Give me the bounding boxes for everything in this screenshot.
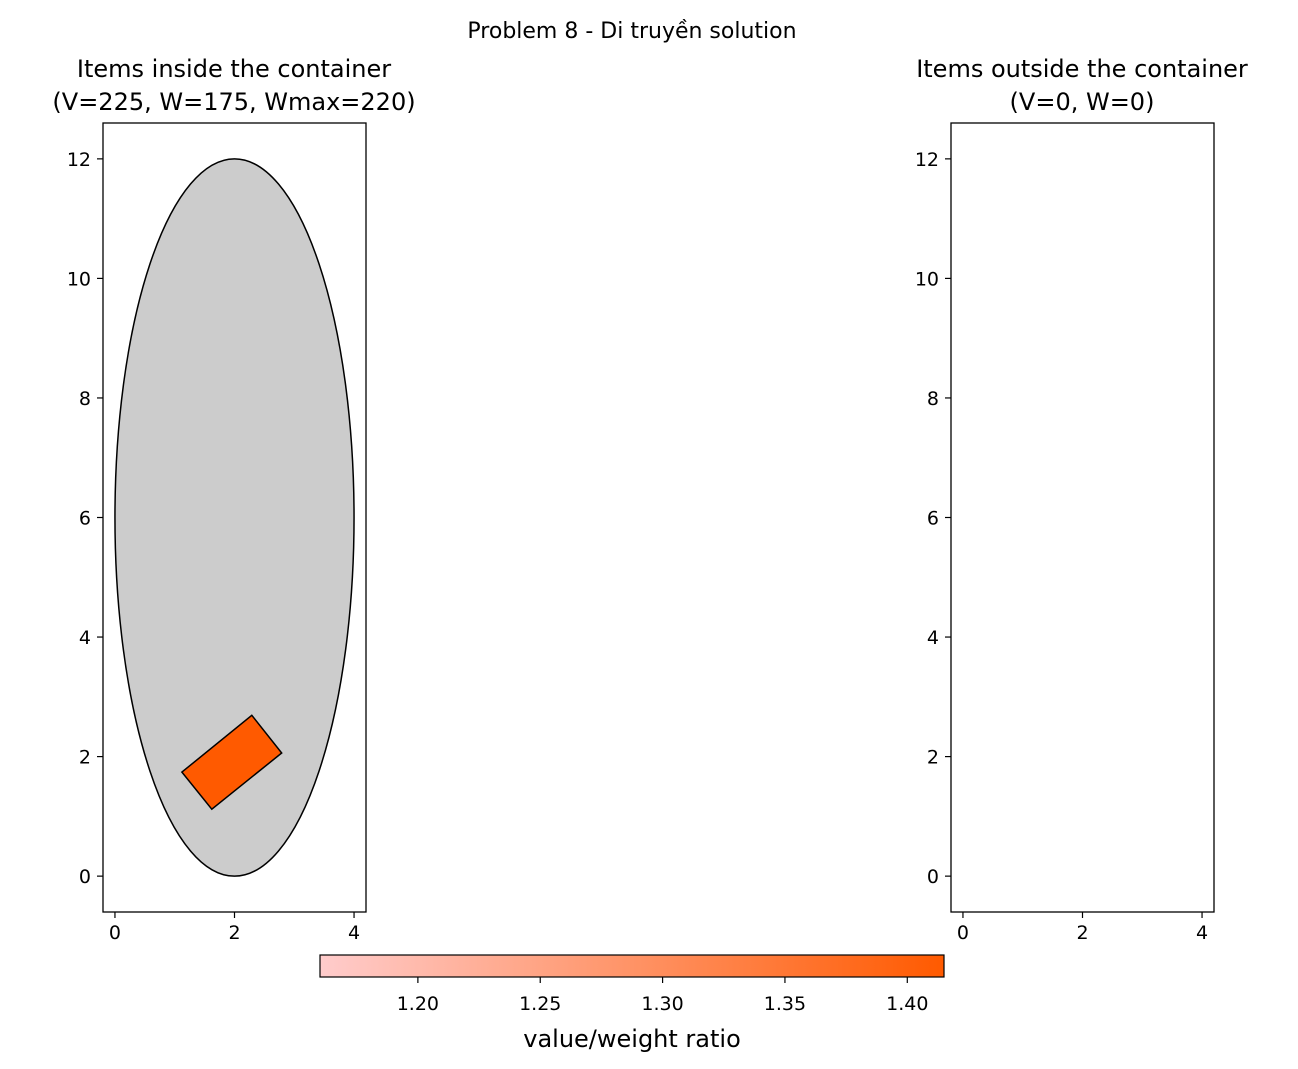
panel-outside-ytick-label: 0 bbox=[927, 866, 939, 888]
colorbar-tick-label: 1.20 bbox=[397, 993, 439, 1015]
panel-outside-ytick-label: 4 bbox=[927, 627, 939, 649]
panel-inside-item-0 bbox=[180, 714, 283, 811]
panel-inside-ytick-label: 12 bbox=[67, 149, 91, 171]
panel-inside-xtick-label: 2 bbox=[228, 922, 240, 944]
colorbar-tick-label: 1.40 bbox=[886, 993, 928, 1015]
panel-inside-ytick-label: 8 bbox=[79, 388, 91, 410]
panel-inside-plot-area: 0 2 4 0 2 4 6 8 10 12 bbox=[67, 122, 367, 944]
panel-outside-ytick-label: 12 bbox=[915, 149, 939, 171]
colorbar-tick-label: 1.25 bbox=[519, 993, 561, 1015]
panel-outside-xtick-label: 2 bbox=[1076, 922, 1088, 944]
panel-inside-ytick-label: 2 bbox=[79, 747, 91, 769]
panel-outside-ytick-label: 10 bbox=[915, 268, 939, 290]
panel-outside-xtick-label: 4 bbox=[1196, 922, 1208, 944]
panel-outside-axes-frame bbox=[950, 122, 1215, 913]
panel-outside: Items outside the container (V=0, W=0) 0… bbox=[915, 55, 1248, 944]
panel-inside-ytick-label: 10 bbox=[67, 268, 91, 290]
panel-outside-plot-area: 0 2 4 0 2 4 6 8 10 12 bbox=[915, 122, 1215, 944]
figure-suptitle: Problem 8 - Di truyền solution bbox=[467, 19, 796, 44]
panel-inside: Items inside the container (V=225, W=175… bbox=[52, 55, 415, 944]
colorbar-gradient bbox=[319, 954, 945, 978]
colorbar-tick-label: 1.30 bbox=[641, 993, 683, 1015]
panel-inside-title-line2: (V=225, W=175, Wmax=220) bbox=[52, 88, 415, 116]
panel-outside-title-line2: (V=0, W=0) bbox=[1010, 88, 1155, 116]
panel-inside-ytick-label: 4 bbox=[79, 627, 91, 649]
panel-inside-title-line1: Items inside the container bbox=[77, 55, 391, 83]
panel-inside-xtick-label: 0 bbox=[109, 922, 121, 944]
colorbar-label: value/weight ratio bbox=[523, 1025, 741, 1053]
colorbar: 1.20 1.25 1.30 1.35 1.40 value/weight ratio bbox=[319, 954, 945, 1053]
panel-outside-xtick-label: 0 bbox=[957, 922, 969, 944]
panel-inside-ytick-label: 6 bbox=[79, 508, 91, 530]
panel-outside-ytick-label: 6 bbox=[927, 508, 939, 530]
panel-inside-ytick-label: 0 bbox=[79, 866, 91, 888]
panel-outside-ytick-label: 8 bbox=[927, 388, 939, 410]
panel-outside-title-line1: Items outside the container bbox=[916, 55, 1248, 83]
colorbar-tick-label: 1.35 bbox=[764, 993, 806, 1015]
panel-outside-ytick-label: 2 bbox=[927, 747, 939, 769]
colorbar-ticks: 1.20 1.25 1.30 1.35 1.40 bbox=[397, 977, 928, 1015]
panel-inside-container-ellipse bbox=[114, 158, 355, 877]
panel-inside-xtick-label: 4 bbox=[348, 922, 360, 944]
